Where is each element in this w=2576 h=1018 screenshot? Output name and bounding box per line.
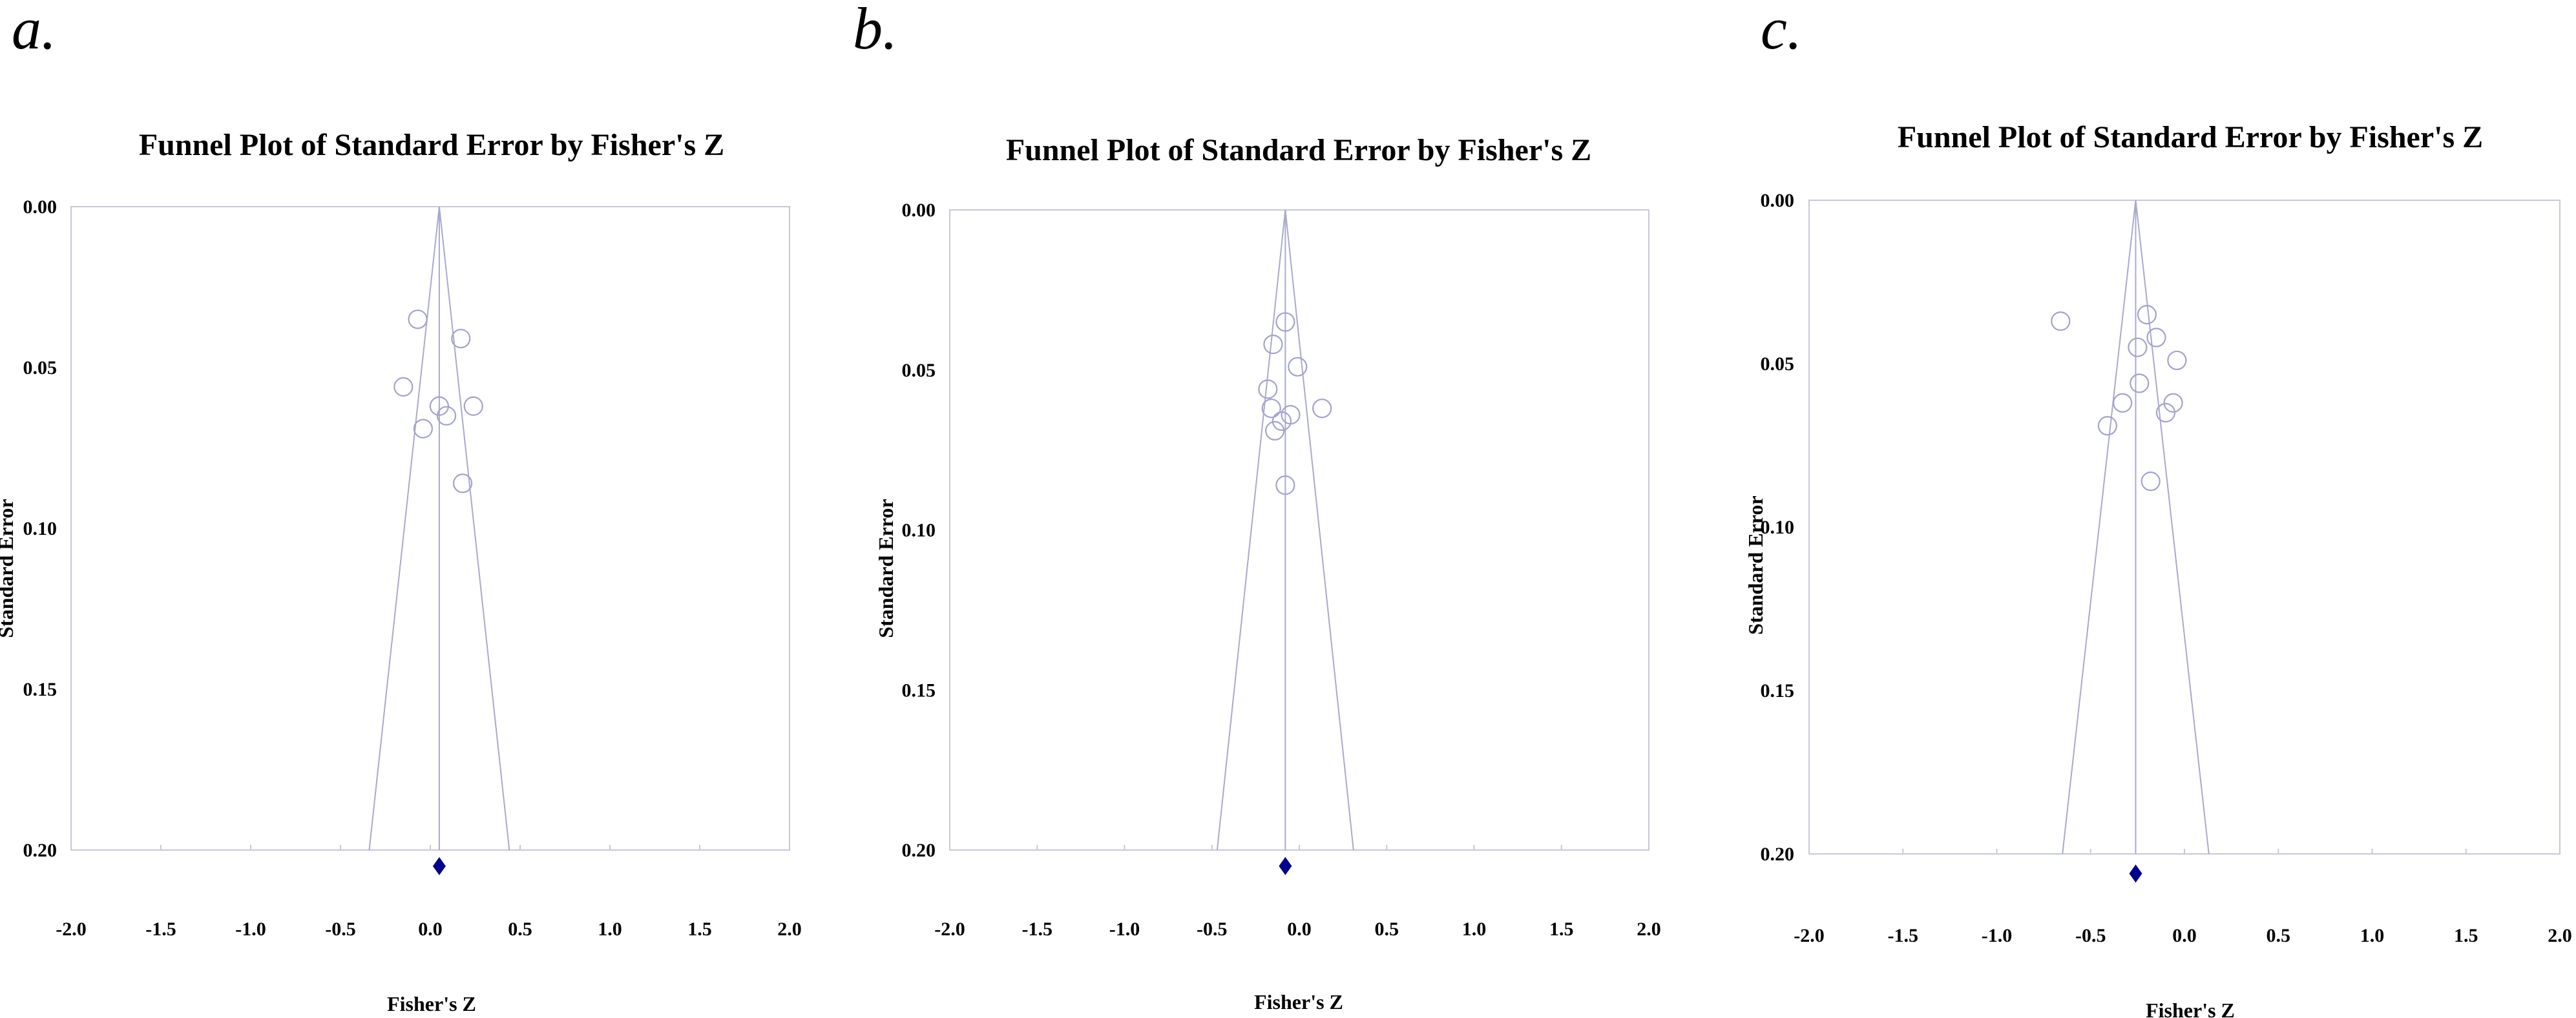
- study-point: [1261, 399, 1281, 419]
- funnel-left-boundary: [1216, 209, 1286, 851]
- x-tick-label: 2.0: [2548, 925, 2572, 946]
- study-point: [2113, 393, 2133, 413]
- x-tick-label: -0.5: [2075, 925, 2106, 946]
- chart-title: Funnel Plot of Standard Error by Fisher'…: [1898, 120, 2483, 154]
- x-tick-label: -1.0: [235, 919, 266, 940]
- x-tick-label: 1.0: [2360, 925, 2385, 946]
- x-tick-label: 1.0: [1462, 919, 1487, 940]
- study-point: [2137, 305, 2157, 325]
- x-tick-label: -0.5: [325, 919, 356, 940]
- study-point: [393, 377, 414, 397]
- y-tick-label: 0.20: [902, 840, 936, 861]
- study-point: [413, 419, 433, 439]
- study-point: [2155, 402, 2176, 423]
- study-point: [1258, 379, 1278, 399]
- x-tick-label: 0.0: [418, 919, 443, 940]
- study-point: [1263, 335, 1283, 355]
- y-tick-label: 0.10: [1761, 517, 1795, 538]
- x-tick-label: 0.5: [1375, 919, 1399, 940]
- y-tick-label: 0.15: [1761, 680, 1795, 701]
- panel-letter: a.: [12, 0, 56, 61]
- x-tick-label: 1.5: [1549, 919, 1574, 940]
- study-point: [2167, 350, 2187, 371]
- x-tick-label: -0.5: [1197, 919, 1228, 940]
- funnel-chart-1: a. Funnel Plot of Standard Error by Fishe…: [0, 0, 802, 1015]
- x-tick-label: -2.0: [56, 919, 87, 940]
- y-tick-label: 0.15: [23, 679, 58, 700]
- x-tick-label: 0.5: [2267, 925, 2291, 946]
- panel-letter: c.: [1761, 0, 1802, 61]
- x-tick-label: 2.0: [777, 919, 802, 940]
- summary-diamond: [432, 857, 446, 875]
- x-tick-label: 1.5: [687, 919, 712, 940]
- y-tick-label: 0.20: [1761, 844, 1795, 865]
- study-point: [408, 309, 428, 329]
- chart-title: Funnel Plot of Standard Error by Fisher'…: [1006, 133, 1591, 167]
- panel-letter: b.: [853, 0, 897, 61]
- study-point: [451, 329, 471, 349]
- study-point: [1272, 411, 1292, 431]
- x-tick-label: -2.0: [1794, 925, 1825, 946]
- y-tick-label: 0.00: [23, 196, 58, 218]
- study-point: [1265, 421, 1285, 441]
- x-axis-label: Fisher's Z: [2146, 999, 2235, 1018]
- study-point: [2051, 311, 2071, 331]
- y-tick-label: 0.05: [23, 357, 58, 379]
- funnel-left-boundary: [2062, 200, 2137, 855]
- study-point: [1288, 357, 1308, 377]
- x-tick-label: -1.5: [1888, 925, 1919, 946]
- x-tick-label: -2.0: [934, 919, 965, 940]
- study-point: [436, 406, 457, 426]
- study-point: [463, 396, 483, 416]
- study-point: [1312, 399, 1332, 419]
- funnel-right-boundary: [438, 206, 510, 851]
- x-axis-label: Fisher's Z: [1254, 990, 1343, 1013]
- summary-diamond: [1279, 857, 1292, 875]
- y-tick-label: 0.00: [902, 200, 936, 221]
- plot-area-frame: [70, 206, 790, 851]
- plot-area-frame: [1808, 200, 2560, 855]
- x-tick-label: 1.5: [2454, 925, 2478, 946]
- funnel-chart-2: b. Funnel Plot of Standard Error by Fishe…: [853, 0, 1661, 1013]
- study-point: [452, 473, 473, 493]
- study-point: [429, 396, 450, 416]
- y-tick-label: 0.15: [902, 680, 936, 701]
- study-point: [2163, 393, 2183, 413]
- funnel-left-boundary: [368, 206, 440, 851]
- study-point: [1275, 475, 1295, 495]
- x-tick-label: -1.5: [145, 919, 176, 940]
- y-axis-label: Standard Error: [0, 499, 17, 638]
- study-point: [2130, 373, 2150, 393]
- x-tick-label: 1.0: [598, 919, 622, 940]
- y-tick-label: 0.00: [1761, 190, 1795, 211]
- funnel-right-boundary: [1284, 209, 1354, 851]
- plot-area-frame: [949, 209, 1649, 851]
- x-axis-label: Fisher's Z: [387, 992, 476, 1015]
- study-point: [2128, 337, 2148, 357]
- study-point: [1275, 312, 1295, 332]
- x-tick-label: -1.0: [1109, 919, 1140, 940]
- x-tick-label: 0.5: [508, 919, 532, 940]
- x-tick-label: 2.0: [1637, 919, 1661, 940]
- funnel-chart-3: c. Funnel Plot of Standard Error by Fishe…: [1744, 0, 2572, 1018]
- y-tick-label: 0.10: [23, 518, 58, 539]
- study-point: [2097, 416, 2117, 436]
- x-tick-label: 0.0: [1287, 919, 1312, 940]
- summary-diamond: [2129, 864, 2142, 883]
- x-tick-label: -1.0: [1982, 925, 2013, 946]
- y-axis-label: Standard Error: [874, 499, 897, 638]
- x-tick-label: 0.0: [2172, 925, 2197, 946]
- y-axis-label: Standard Error: [1744, 495, 1767, 634]
- y-tick-label: 0.05: [902, 360, 936, 381]
- y-tick-label: 0.20: [23, 840, 58, 861]
- study-point: [2141, 472, 2161, 492]
- chart-title: Funnel Plot of Standard Error by Fisher'…: [139, 128, 724, 162]
- funnel-right-boundary: [2135, 200, 2210, 855]
- study-point: [2146, 327, 2166, 348]
- y-tick-label: 0.05: [1761, 353, 1795, 375]
- y-tick-label: 0.10: [902, 520, 936, 541]
- x-tick-label: -1.5: [1022, 919, 1053, 940]
